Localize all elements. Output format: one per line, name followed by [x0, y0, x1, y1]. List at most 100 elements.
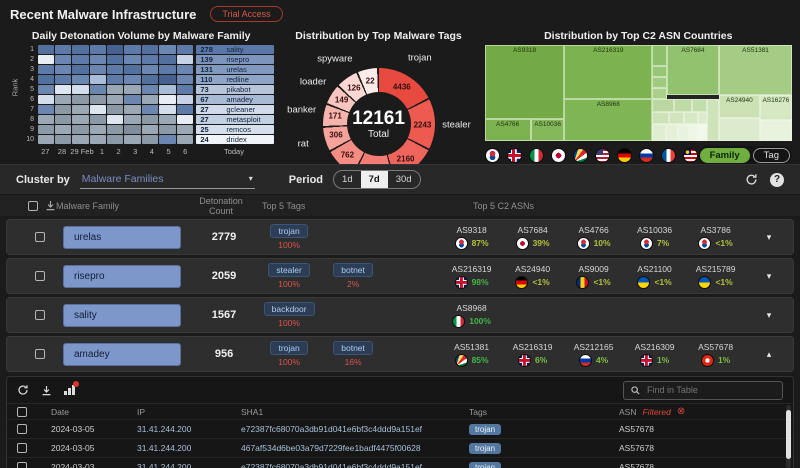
heatmap-cell: [72, 55, 89, 64]
treemap-block[interactable]: [673, 98, 693, 113]
treemap-block[interactable]: [684, 112, 699, 124]
header-malware-family[interactable]: Malware Family: [56, 200, 120, 211]
heatmap-cell: [141, 105, 159, 114]
clear-filter-icon[interactable]: ⊗: [676, 406, 686, 417]
heatmap-cell: [124, 135, 141, 144]
treemap-block[interactable]: AS4766: [484, 118, 531, 141]
treemap-block[interactable]: AS10036: [530, 118, 565, 141]
treemap-block[interactable]: [652, 112, 670, 124]
treemap-block[interactable]: [678, 123, 689, 141]
treemap-block[interactable]: [719, 117, 760, 141]
header-top-tags: Top 5 Tags: [262, 200, 306, 211]
period-1d-button[interactable]: 1d: [342, 174, 353, 185]
table-row[interactable]: risepro 2059 stealer 100% botnet 2% AS216319 98…: [6, 258, 794, 294]
detail-header-sha1[interactable]: SHA1: [241, 406, 264, 417]
donut-chart: 12161 Total: [322, 68, 435, 164]
detail-toolbar: [7, 377, 793, 403]
flag-gb-icon: [517, 353, 531, 367]
treemap-block[interactable]: [698, 123, 708, 141]
heatmap-cell: [159, 85, 176, 94]
treemap-block[interactable]: AS51381: [719, 45, 792, 95]
treemap-block[interactable]: [669, 112, 685, 124]
detail-header-asn[interactable]: ASN: [619, 406, 637, 417]
heatmap-x-label-today: Today: [223, 147, 244, 156]
detail-header-tags[interactable]: Tags: [469, 406, 487, 417]
heatmap-cell: [72, 45, 89, 54]
search-input[interactable]: [645, 384, 760, 396]
treemap-block[interactable]: AS7684: [666, 45, 720, 95]
period-7d-button[interactable]: 7d: [360, 171, 388, 188]
treemap-block[interactable]: [652, 45, 667, 67]
heatmap-panel: Daily Detonation Volume by Malware Famil…: [0, 24, 280, 164]
treemap-block[interactable]: [652, 76, 667, 89]
asn-percent: 100%: [469, 316, 491, 326]
detail-table-row[interactable]: 2024-03-05 31.41.244.200 467af534d6be03a79…: [7, 438, 793, 457]
detail-header-ip[interactable]: IP: [137, 406, 146, 417]
heatmap-cell: [176, 115, 193, 124]
detail-row-checkbox[interactable]: [17, 462, 27, 468]
treemap-block[interactable]: [707, 98, 720, 141]
heatmap-today-family: sality: [226, 45, 244, 54]
find-in-table-search[interactable]: [623, 380, 783, 400]
row-expand-chevron[interactable]: ▾: [766, 231, 772, 242]
help-icon[interactable]: ?: [770, 172, 784, 187]
treemap-block[interactable]: [665, 123, 679, 141]
treemap-block[interactable]: AS9318: [484, 45, 565, 119]
period-30d-button[interactable]: 30d: [395, 174, 412, 185]
treemap-block[interactable]: [652, 88, 667, 99]
detail-tags: trojan: [469, 462, 619, 468]
row-checkbox[interactable]: [35, 310, 45, 320]
detail-asn: AS57678: [619, 462, 654, 468]
header-detonation-count[interactable]: Detonation Count: [199, 195, 243, 216]
treemap-block[interactable]: AS24940: [719, 94, 760, 118]
heatmap-today-count: 131: [200, 65, 213, 74]
treemap-block[interactable]: [652, 123, 666, 141]
row-expand-chevron[interactable]: ▴: [766, 348, 772, 359]
detail-download-icon[interactable]: [41, 385, 52, 396]
table-row[interactable]: urelas 2779 trojan 100% AS9318 87% AS7684 39% AS…: [6, 219, 794, 255]
detail-select-all-checkbox[interactable]: [17, 406, 27, 417]
chart-columns-icon[interactable]: [64, 381, 79, 395]
row-checkbox[interactable]: [35, 232, 45, 242]
row-checkbox[interactable]: [35, 349, 45, 359]
toggle-family-button[interactable]: Family: [699, 148, 750, 163]
treemap-block[interactable]: [652, 66, 667, 77]
row-expand-chevron[interactable]: ▾: [766, 270, 772, 281]
detail-table-row[interactable]: 2024-03-05 31.41.244.200 e72387fc68070a3db…: [7, 419, 793, 438]
trial-access-badge[interactable]: Trial Access: [210, 6, 283, 22]
table-row[interactable]: sality 1567 backdoor 100% AS8968 100% ▾: [6, 297, 794, 333]
select-all-checkbox[interactable]: [28, 200, 38, 211]
flag-gb-icon: [639, 353, 653, 367]
asn-block: AS7684 39%: [503, 225, 562, 250]
treemap-block[interactable]: [698, 112, 708, 124]
country-flags-row: [484, 148, 698, 163]
heatmap-cell: [176, 65, 193, 74]
heatmap-today-count: 278: [200, 45, 213, 54]
heatmap-cell: [159, 75, 176, 84]
heatmap-cell: [124, 55, 141, 64]
heatmap-today-count: 139: [200, 55, 213, 64]
family-chip: amadey: [63, 342, 181, 366]
download-icon[interactable]: [45, 200, 56, 211]
treemap-block[interactable]: AS8968: [564, 98, 653, 141]
treemap-block[interactable]: [652, 98, 674, 113]
treemap-block[interactable]: AS216319: [564, 45, 653, 99]
treemap-block[interactable]: AS16276: [759, 94, 792, 120]
toggle-tag-button[interactable]: Tag: [752, 148, 790, 163]
row-expand-chevron[interactable]: ▾: [766, 309, 772, 320]
detail-header-date[interactable]: Date: [51, 406, 69, 417]
table-row[interactable]: amadey 956 trojan 100% botnet 16% AS51381 85% AS…: [6, 336, 794, 372]
detail-refresh-icon[interactable]: [17, 384, 29, 396]
treemap-block[interactable]: [692, 98, 708, 113]
refresh-icon[interactable]: [745, 173, 758, 186]
period-label: Period: [288, 173, 324, 186]
row-checkbox[interactable]: [35, 271, 45, 281]
detail-scrollbar-thumb[interactable]: [786, 410, 791, 460]
flag-jp-icon: [515, 236, 529, 250]
detail-table-row[interactable]: 2024-03-03 31.41.244.200 e72387fc68070a3db…: [7, 457, 793, 468]
detail-row-checkbox[interactable]: [17, 424, 27, 434]
treemap-block[interactable]: [759, 119, 792, 141]
treemap-block[interactable]: [689, 123, 699, 141]
cluster-by-select[interactable]: Malware Families ▾: [79, 171, 255, 189]
detail-row-checkbox[interactable]: [17, 443, 27, 453]
